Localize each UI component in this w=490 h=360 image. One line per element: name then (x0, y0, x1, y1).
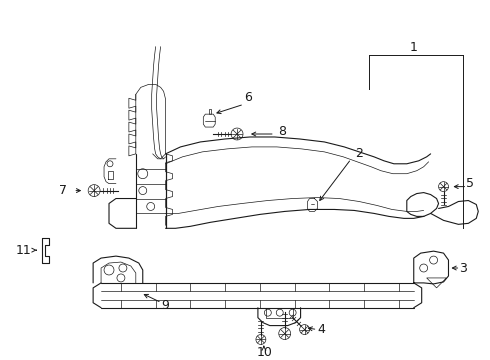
Text: 8: 8 (278, 125, 286, 138)
Text: 6: 6 (244, 91, 252, 104)
Text: 4: 4 (318, 323, 325, 336)
Text: 7: 7 (59, 184, 67, 197)
Text: 9: 9 (162, 299, 170, 312)
Text: 1: 1 (410, 41, 417, 54)
Text: 11: 11 (16, 244, 31, 257)
Text: 2: 2 (355, 147, 363, 160)
Text: 10: 10 (257, 346, 273, 359)
Text: 3: 3 (460, 261, 467, 275)
Text: 5: 5 (466, 177, 474, 190)
